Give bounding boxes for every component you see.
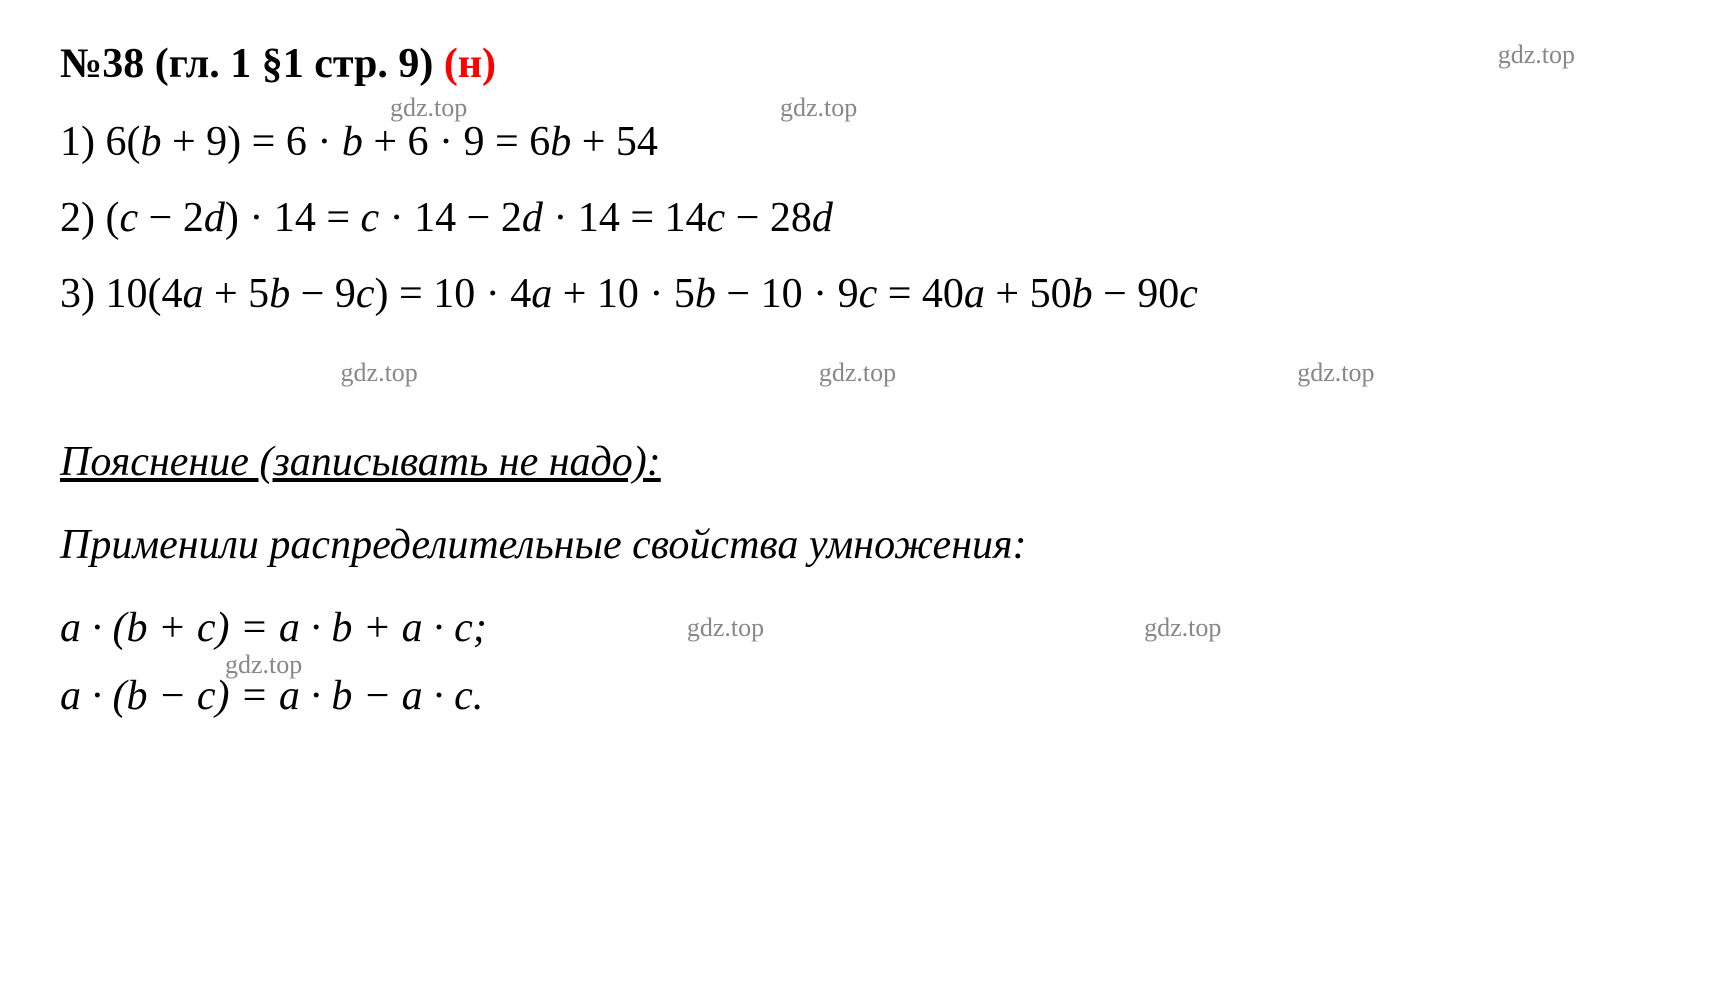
equation-1-content: 6(b + 9) = 6 · b + 6 · 9 = 6b + 54	[106, 119, 658, 165]
watermark-formula-2-above: gdz.top	[225, 650, 302, 680]
formula-1-row: a · (b + c) = a · b + a · c; gdz.top gdz…	[60, 604, 1655, 652]
problem-number: №38	[60, 41, 144, 87]
title-container: №38 (гл. 1 §1 стр. 9) (н)	[60, 40, 496, 88]
chapter-reference: (гл. 1 §1 стр. 9)	[144, 41, 444, 87]
equation-3-content: 10(4a + 5b − 9c) = 10 · 4a + 10 · 5b − 1…	[106, 271, 1198, 317]
formula-2-row: gdz.top a · (b − c) = a · b − a · c.	[60, 672, 1655, 720]
watermark-mid-2: gdz.top	[819, 358, 896, 388]
equation-1: gdz.top gdz.top 1) 6(b + 9) = 6 · b + 6 …	[60, 118, 658, 166]
watermark-eq1-a: gdz.top	[390, 93, 467, 123]
formula-1: a · (b + c) = a · b + a · c;	[60, 604, 487, 652]
equation-2-content: (c − 2d) · 14 = c · 14 − 2d · 14 = 14c −…	[106, 195, 833, 241]
watermark-formula-1a: gdz.top	[687, 613, 764, 643]
watermark-row-middle: gdz.top gdz.top gdz.top	[60, 358, 1655, 388]
watermark-eq1-b: gdz.top	[780, 93, 857, 123]
explanation-intro: Применили распределительные свойства умн…	[60, 521, 1655, 569]
equation-2-num: 2)	[60, 195, 95, 241]
variant-marker: (н)	[444, 41, 496, 87]
watermark-top-right: gdz.top	[1498, 40, 1575, 70]
watermark-formula-1b: gdz.top	[1144, 613, 1221, 643]
problem-header: №38 (гл. 1 §1 стр. 9) (н) gdz.top	[60, 40, 1655, 88]
equation-3-num: 3)	[60, 271, 95, 317]
watermark-mid-1: gdz.top	[341, 358, 418, 388]
equation-3: 3) 10(4a + 5b − 9c) = 10 · 4a + 10 · 5b …	[60, 270, 1655, 318]
watermark-mid-3: gdz.top	[1297, 358, 1374, 388]
explanation-title: Пояснение (записывать не надо):	[60, 438, 1655, 486]
equation-2: 2) (c − 2d) · 14 = c · 14 − 2d · 14 = 14…	[60, 194, 1655, 242]
equation-1-num: 1)	[60, 119, 95, 165]
